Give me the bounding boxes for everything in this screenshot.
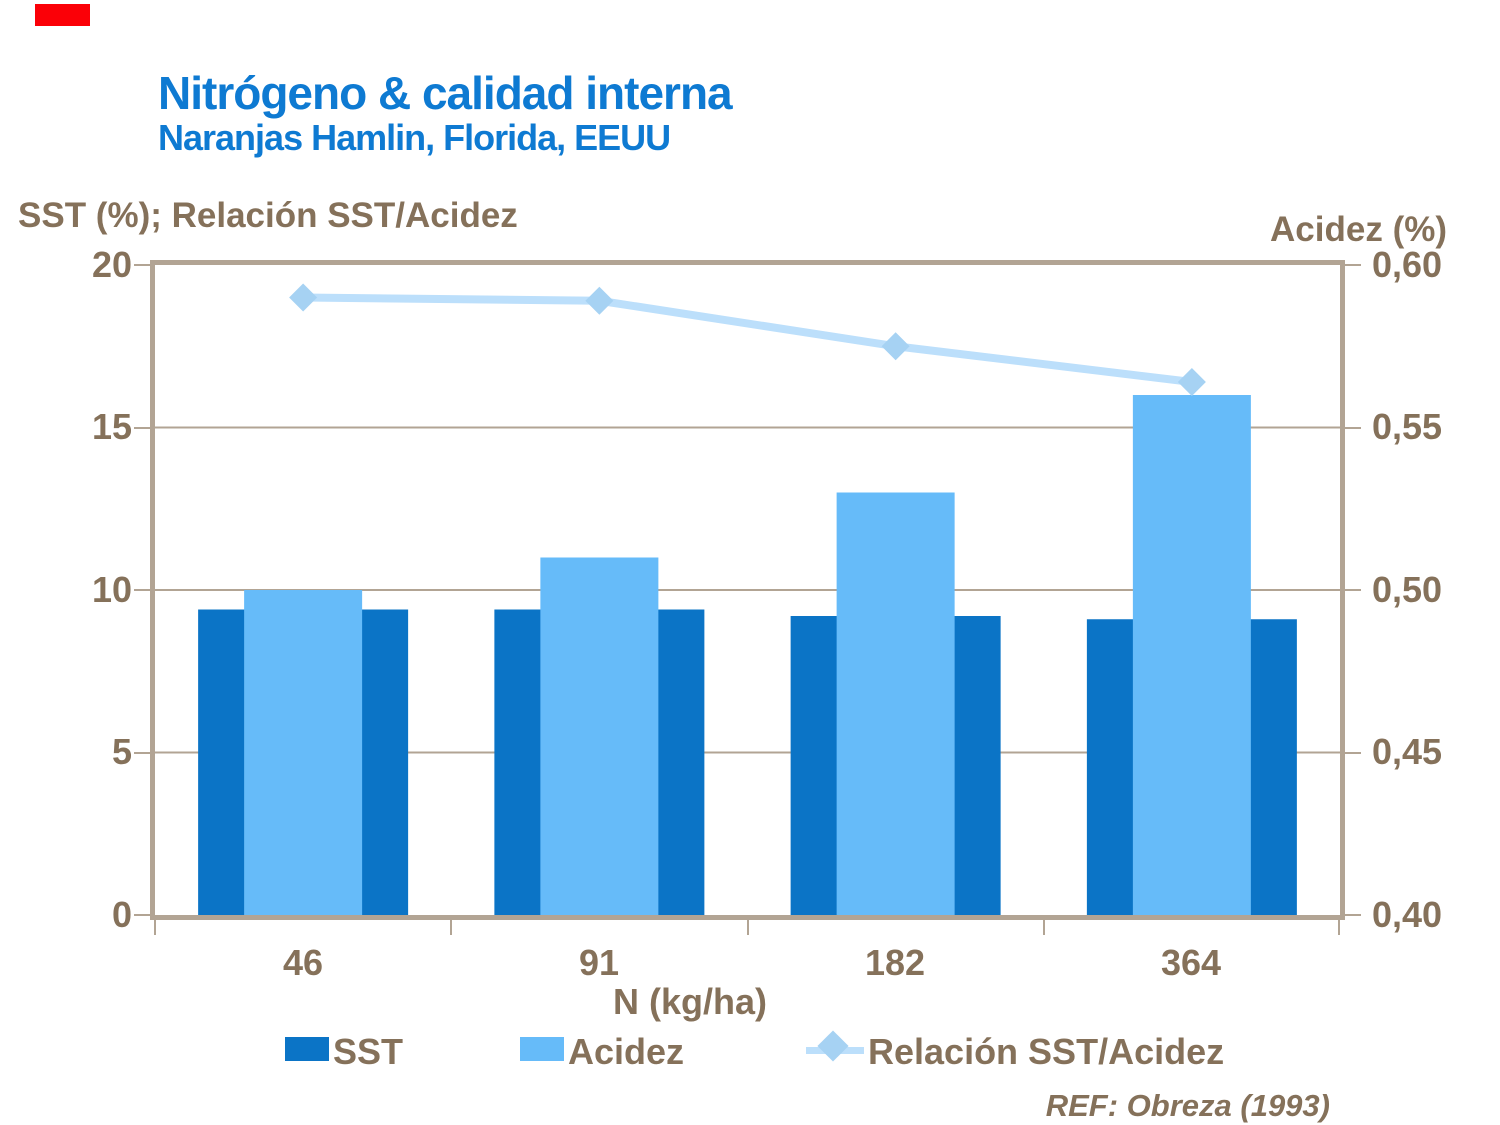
- tick-mark: [134, 751, 150, 754]
- chart-legend: SST Acidez Relación SST/Acidez: [0, 1030, 1500, 1074]
- legend-label-acidez: Acidez: [568, 1031, 685, 1072]
- right-axis-title: Acidez (%): [1270, 210, 1447, 249]
- tick-mark: [450, 920, 453, 935]
- sst-swatch-icon: [285, 1037, 329, 1061]
- right-axis-tick-050: 0,50: [1372, 569, 1443, 610]
- tick-mark: [1345, 264, 1361, 266]
- left-axis-tick-0: 0: [111, 894, 132, 935]
- plot-area: [150, 260, 1345, 920]
- acidez-swatch-icon: [520, 1037, 564, 1061]
- left-axis-tick-20: 20: [91, 244, 132, 285]
- legend-label-sst: SST: [333, 1031, 404, 1072]
- chart-canvas: [155, 283, 1340, 915]
- left-axis-tick-15: 15: [91, 406, 132, 447]
- legend-label-relacion: Relación SST/Acidez: [868, 1031, 1225, 1072]
- tick-mark: [134, 589, 150, 591]
- left-axis-tick-5: 5: [111, 731, 132, 772]
- x-axis-tick-91: 91: [578, 942, 620, 983]
- reference-note: REF: Obreza (1993): [1045, 1088, 1330, 1123]
- right-axis-tick-060: 0,60: [1372, 244, 1443, 285]
- left-axis-tick-10: 10: [91, 569, 132, 610]
- tick-mark: [134, 914, 150, 916]
- tick-mark: [1345, 751, 1361, 754]
- tick-mark: [1345, 589, 1361, 591]
- x-axis-tick-182: 182: [864, 942, 926, 983]
- right-axis-tick-040: 0,40: [1372, 894, 1443, 935]
- x-axis-tick-46: 46: [282, 942, 324, 983]
- tick-mark: [1345, 426, 1361, 429]
- x-axis-tick-364: 364: [1160, 942, 1222, 983]
- tick-mark: [1042, 920, 1045, 935]
- tick-mark: [1345, 914, 1361, 916]
- tick-mark: [746, 920, 749, 935]
- right-axis-tick-045: 0,45: [1372, 731, 1443, 772]
- tick-mark: [134, 426, 150, 429]
- diamond-marker-icon: [817, 1030, 849, 1062]
- page-title: Nitrógeno & calidad interna: [158, 67, 733, 119]
- tick-mark: [1338, 920, 1340, 935]
- tick-mark: [134, 264, 150, 266]
- tick-mark: [154, 920, 156, 935]
- page-subtitle: Naranjas Hamlin, Florida, EEUU: [158, 117, 671, 158]
- red-accent-box: [35, 4, 90, 26]
- x-axis-title: N (kg/ha): [612, 981, 767, 1022]
- right-axis-tick-055: 0,55: [1372, 406, 1443, 447]
- left-axis-title: SST (%); Relación SST/Acidez: [18, 196, 518, 235]
